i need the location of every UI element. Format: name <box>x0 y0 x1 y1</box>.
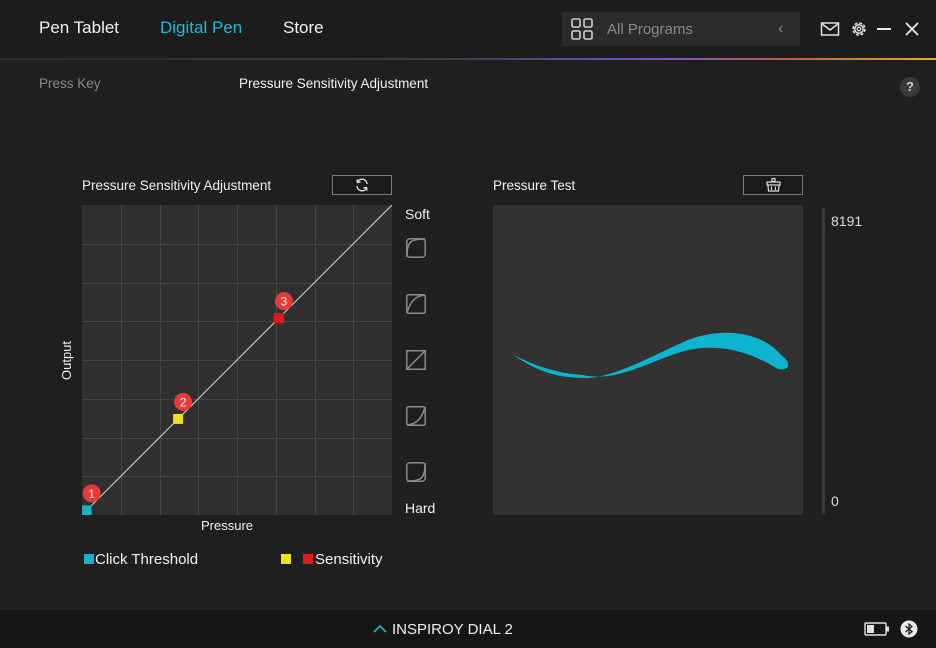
pressure-stroke <box>513 332 789 379</box>
subtab-pressure-sensitivity[interactable]: Pressure Sensitivity Adjustment <box>239 76 429 91</box>
grid-icon <box>571 18 593 40</box>
hard-label: Hard <box>405 500 436 516</box>
close-icon[interactable] <box>902 19 922 39</box>
pressure-min: 0 <box>831 493 839 509</box>
point-badge <box>174 392 193 411</box>
pressure-test-canvas[interactable] <box>493 205 803 515</box>
curve-soft-2-icon[interactable] <box>406 238 426 258</box>
point-badge <box>82 484 101 503</box>
curve-hard-2-icon[interactable] <box>406 462 426 482</box>
pressure-max: 8191 <box>831 213 863 229</box>
clear-basket-icon <box>766 178 781 192</box>
y-axis-label: Output <box>59 340 75 381</box>
soft-label: Soft <box>405 206 430 222</box>
tab-digital-pen[interactable]: Digital Pen <box>160 18 243 37</box>
device-name[interactable]: INSPIROY DIAL 2 <box>392 621 513 638</box>
sensitivity-graph[interactable]: 1 2 3 <box>82 205 392 515</box>
curve-hard-1-icon[interactable] <box>406 406 426 426</box>
refresh-icon <box>356 178 368 192</box>
sensitivity-swatch-red <box>303 554 313 564</box>
bluetooth-icon[interactable] <box>900 620 918 638</box>
program-selector[interactable]: All Programs ‹ <box>562 12 800 46</box>
battery-icon <box>864 622 889 636</box>
pressure-test-title: Pressure Test <box>493 178 576 193</box>
help-icon[interactable]: ? <box>900 77 920 97</box>
minimize-icon[interactable] <box>874 19 894 39</box>
curve-soft-1-icon[interactable] <box>406 294 426 314</box>
title-bar: Pen Tablet Digital Pen Store All Program… <box>0 0 936 58</box>
point-badge-label: 1 <box>88 487 95 501</box>
program-selector-value: All Programs <box>607 21 693 38</box>
control-point-3[interactable] <box>273 313 284 324</box>
point-badge <box>274 292 293 311</box>
tab-pen-tablet[interactable]: Pen Tablet <box>39 18 120 37</box>
pressure-meter <box>822 208 825 514</box>
control-point-1[interactable] <box>82 505 92 515</box>
chevron-left-icon[interactable]: ‹ <box>778 20 784 37</box>
sensitivity-title: Pressure Sensitivity Adjustment <box>82 178 272 193</box>
subtab-press-key[interactable]: Press Key <box>39 76 101 91</box>
clear-button[interactable] <box>743 175 803 195</box>
sensitivity-label: Sensitivity <box>315 551 383 568</box>
click-threshold-swatch <box>84 554 94 564</box>
chevron-up-icon[interactable] <box>373 623 387 633</box>
tab-store[interactable]: Store <box>283 18 324 37</box>
footer-bar: INSPIROY DIAL 2 <box>0 610 936 648</box>
x-axis-label: Pressure <box>201 518 254 533</box>
header-divider <box>0 58 936 60</box>
curve-linear-icon[interactable] <box>406 350 426 370</box>
click-threshold-label: Click Threshold <box>95 551 199 568</box>
point-badge-label: 2 <box>180 395 187 409</box>
sensitivity-swatch-yellow <box>281 554 291 564</box>
mail-icon[interactable] <box>820 19 840 39</box>
control-point-2[interactable] <box>173 413 184 424</box>
reset-button[interactable] <box>332 175 392 195</box>
gear-icon[interactable] <box>849 19 869 39</box>
point-badge-label: 3 <box>281 295 288 309</box>
